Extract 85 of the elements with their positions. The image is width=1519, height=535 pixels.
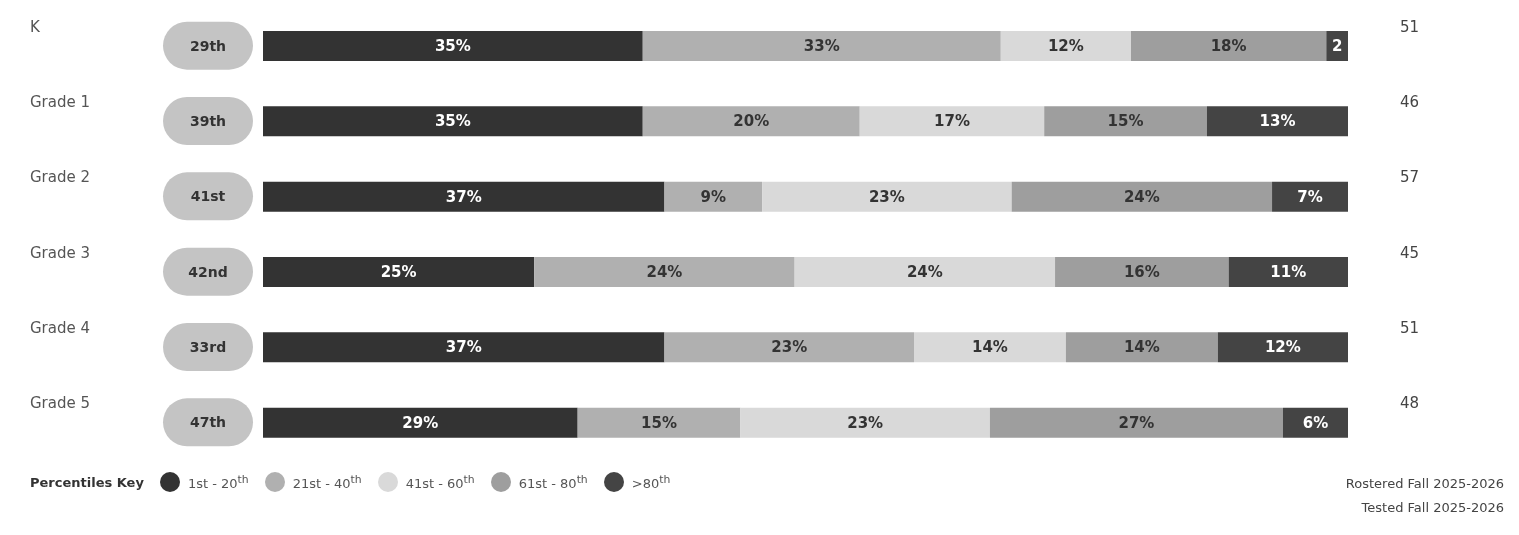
data-label: 27%	[1118, 413, 1155, 432]
text: 33rd	[189, 339, 227, 355]
bar	[1044, 106, 1207, 137]
data-label: 23%	[847, 413, 884, 432]
legend-label: 61st - 80$^{th}$	[518, 472, 588, 492]
data-label: 14%	[1123, 338, 1160, 357]
bar	[914, 332, 1066, 363]
text: Rostered Fall 2025-2026	[1345, 475, 1504, 493]
bar	[859, 106, 1045, 137]
text: 45	[1400, 243, 1420, 262]
bar	[263, 257, 535, 287]
text: 41st	[190, 188, 226, 205]
y-tick-label: Grade 4	[30, 319, 91, 337]
legend-label: 21st - 40$^{th}$	[292, 472, 362, 492]
bar	[263, 31, 643, 61]
y-tick-label: Grade 5	[30, 394, 91, 413]
y-tick-label: K	[30, 17, 41, 36]
bar	[1326, 31, 1348, 61]
data-label: 33%	[803, 37, 840, 55]
bar	[534, 257, 795, 287]
bar	[1217, 332, 1348, 363]
data-label: 16%	[1123, 263, 1160, 281]
data-label: 18%	[1210, 37, 1247, 55]
bar	[664, 181, 763, 212]
data-label: 25%	[380, 263, 417, 281]
data-label: 37%	[445, 187, 482, 206]
data-label: 37%	[445, 338, 482, 357]
data-label: 13%	[1259, 112, 1296, 131]
bar	[794, 257, 1056, 287]
data-label: 23%	[868, 187, 905, 206]
bar	[1000, 31, 1131, 61]
data-label: 35%	[434, 112, 471, 131]
data-label: 6%	[1302, 413, 1329, 432]
bar	[263, 181, 665, 212]
legend-title: Percentiles Key	[30, 474, 144, 490]
data-label: 12%	[1047, 37, 1084, 55]
bar	[1131, 31, 1327, 61]
data-label: 9%	[700, 187, 727, 206]
legend-label: >80$^{th}$	[631, 472, 671, 492]
bar	[263, 407, 578, 438]
text: Tested Fall 2025-2026	[1360, 499, 1504, 517]
data-label: 17%	[934, 112, 970, 131]
bar	[664, 332, 914, 363]
data-label: 15%	[641, 413, 677, 432]
text: 51	[1400, 17, 1420, 36]
text: 51	[1400, 319, 1420, 337]
bar	[1228, 257, 1348, 287]
bar	[762, 181, 1012, 212]
bar	[642, 31, 1001, 61]
data-label: 29%	[402, 413, 439, 432]
text: 48	[1400, 394, 1420, 413]
data-label: 20%	[733, 112, 770, 131]
data-label: 23%	[771, 338, 808, 357]
legend-label: 1st - 20$^{th}$	[187, 472, 249, 492]
bar	[1055, 257, 1229, 287]
y-tick-label: Grade 3	[30, 243, 91, 262]
data-label: 15%	[1107, 112, 1144, 131]
bar	[1206, 106, 1348, 137]
data-label: 11%	[1270, 263, 1307, 281]
text: 57	[1400, 168, 1420, 187]
text: 29th	[189, 37, 227, 54]
bar	[577, 407, 741, 438]
data-label: 24%	[646, 263, 683, 281]
y-tick-label: Grade 2	[30, 168, 91, 187]
bar	[642, 106, 860, 137]
bar	[1272, 181, 1348, 212]
legend-label: 41st - 60$^{th}$	[405, 472, 475, 492]
data-label: 24%	[906, 263, 943, 281]
text: 42nd	[188, 263, 228, 280]
text: 46	[1400, 93, 1420, 111]
bar	[263, 332, 665, 363]
bar	[740, 407, 990, 438]
bar	[1011, 181, 1273, 212]
text: 39th	[189, 113, 227, 129]
bar	[263, 106, 643, 137]
y-tick-label: Grade 1	[30, 93, 91, 111]
data-label: 35%	[434, 37, 471, 55]
data-label: 14%	[972, 338, 1008, 357]
data-label: 2	[1331, 37, 1343, 55]
bar	[1065, 332, 1218, 363]
data-label: 7%	[1297, 187, 1323, 206]
bar	[989, 407, 1283, 438]
text: 47th	[189, 414, 227, 431]
data-label: 12%	[1264, 338, 1301, 357]
data-label: 24%	[1123, 187, 1160, 206]
